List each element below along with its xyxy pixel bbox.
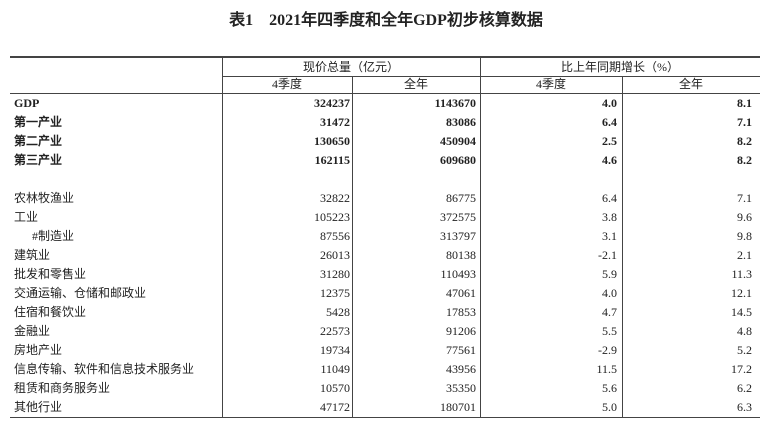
cell-value: 180701	[440, 399, 476, 414]
row-label: 住宿和餐饮业	[14, 304, 87, 319]
cell-value: 87556	[320, 228, 350, 243]
row-label: 金融业	[14, 323, 51, 338]
row-label: 租赁和商务服务业	[14, 380, 111, 395]
cell-value: 6.4	[602, 114, 617, 129]
row-label: GDP	[14, 95, 40, 110]
row-label: 房地产业	[14, 342, 63, 357]
cell-value: 17853	[446, 304, 476, 319]
subheader: 4季度	[535, 77, 566, 91]
cell-value: 8.2	[737, 133, 752, 148]
cell-value: 12375	[320, 285, 350, 300]
col-rule	[480, 58, 481, 417]
cell-value: 2.5	[602, 133, 617, 148]
cell-value: 6.4	[602, 190, 617, 205]
cell-value: 105223	[314, 209, 350, 224]
cell-value: 4.8	[737, 323, 752, 338]
cell-value: 5.5	[602, 323, 617, 338]
subheader: 全年	[403, 77, 428, 91]
cell-value: 32822	[320, 190, 350, 205]
cell-value: 11049	[320, 361, 350, 376]
cell-value: 77561	[446, 342, 476, 357]
subheader: 全年	[678, 77, 703, 91]
cell-value: 5.0	[602, 399, 617, 414]
cell-value: 47061	[446, 285, 476, 300]
cell-value: 9.8	[737, 228, 752, 243]
col-rule	[622, 76, 623, 417]
cell-value: 26013	[320, 247, 350, 262]
cell-value: 35350	[446, 380, 476, 395]
header-rule	[222, 76, 760, 77]
cell-value: 4.6	[602, 152, 617, 167]
cell-value: 372575	[440, 209, 476, 224]
cell-value: 6.2	[737, 380, 752, 395]
cell-value: -2.1	[598, 247, 617, 262]
cell-value: 130650	[314, 133, 350, 148]
cell-value: 1143670	[434, 95, 476, 110]
cell-value: 11.3	[731, 266, 752, 281]
cell-value: 83086	[446, 114, 476, 129]
cell-value: 86775	[446, 190, 476, 205]
cell-value: 313797	[440, 228, 476, 243]
cell-value: 2.1	[737, 247, 752, 262]
cell-value: 3.8	[602, 209, 617, 224]
title: 表1 2021年四季度和全年GDP初步核算数据	[229, 12, 543, 29]
cell-value: 14.5	[731, 304, 752, 319]
cell-value: 162115	[314, 152, 350, 167]
cell-value: 91206	[446, 323, 476, 338]
subheader: 4季度	[271, 77, 302, 91]
cell-value: 609680	[440, 152, 476, 167]
cell-value: 8.2	[737, 152, 752, 167]
cell-value: 80138	[446, 247, 476, 262]
cell-value: 5.9	[602, 266, 617, 281]
cell-value: 3.1	[602, 228, 617, 243]
cell-value: 7.1	[737, 114, 752, 129]
row-label: 第二产业	[14, 133, 63, 148]
cell-value: 324237	[314, 95, 350, 110]
row-label: 工业	[14, 209, 39, 224]
cell-value: 5.2	[737, 342, 752, 357]
row-label: 建筑业	[14, 247, 51, 262]
top-rule	[10, 56, 760, 58]
cell-value: 5428	[326, 304, 350, 319]
header-group: 现价总量（亿元）	[302, 60, 399, 74]
cell-value: -2.9	[598, 342, 617, 357]
cell-value: 22573	[320, 323, 350, 338]
cell-value: 31472	[320, 114, 350, 129]
row-label: 交通运输、仓储和邮政业	[14, 285, 147, 300]
col-rule	[352, 76, 353, 417]
cell-value: 450904	[440, 133, 476, 148]
cell-value: 47172	[320, 399, 350, 414]
row-label: 第三产业	[14, 152, 63, 167]
cell-value: 110493	[440, 266, 476, 281]
cell-value: 4.0	[602, 95, 617, 110]
cell-value: 10570	[320, 380, 350, 395]
bottom-rule	[10, 417, 760, 418]
row-label: 批发和零售业	[14, 266, 87, 281]
col-rule	[222, 58, 223, 417]
header-bottom-rule	[10, 93, 760, 94]
cell-value: 4.7	[602, 304, 617, 319]
row-label: #制造业	[32, 228, 75, 243]
cell-value: 31280	[320, 266, 350, 281]
cell-value: 8.1	[737, 95, 752, 110]
row-label: 其他行业	[14, 399, 63, 414]
cell-value: 4.0	[602, 285, 617, 300]
cell-value: 19734	[320, 342, 350, 357]
cell-value: 7.1	[737, 190, 752, 205]
cell-value: 6.3	[737, 399, 752, 414]
cell-value: 17.2	[731, 361, 752, 376]
row-label: 第一产业	[14, 114, 63, 129]
row-label: 农林牧渔业	[14, 190, 75, 205]
row-label: 信息传输、软件和信息技术服务业	[14, 361, 195, 376]
cell-value: 9.6	[737, 209, 752, 224]
cell-value: 5.6	[602, 380, 617, 395]
cell-value: 43956	[446, 361, 476, 376]
header-group: 比上年同期增长（%）	[561, 60, 679, 74]
cell-value: 11.5	[596, 361, 617, 376]
cell-value: 12.1	[731, 285, 752, 300]
